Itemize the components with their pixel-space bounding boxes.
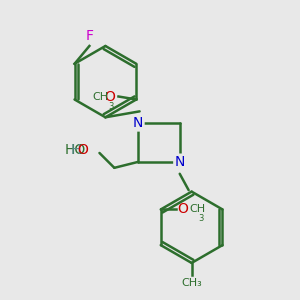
- Text: H: H: [70, 143, 81, 157]
- Text: O: O: [177, 202, 188, 216]
- Text: N: N: [133, 116, 143, 130]
- Text: O: O: [78, 143, 88, 157]
- Text: O: O: [105, 89, 116, 103]
- Text: HO: HO: [65, 143, 86, 157]
- Text: N: N: [175, 155, 185, 169]
- Text: 3: 3: [108, 102, 113, 111]
- Text: CH₃: CH₃: [181, 278, 202, 288]
- Text: F: F: [85, 29, 93, 43]
- Text: CH: CH: [189, 204, 205, 214]
- Text: CH: CH: [93, 92, 109, 101]
- Text: 3: 3: [198, 214, 203, 223]
